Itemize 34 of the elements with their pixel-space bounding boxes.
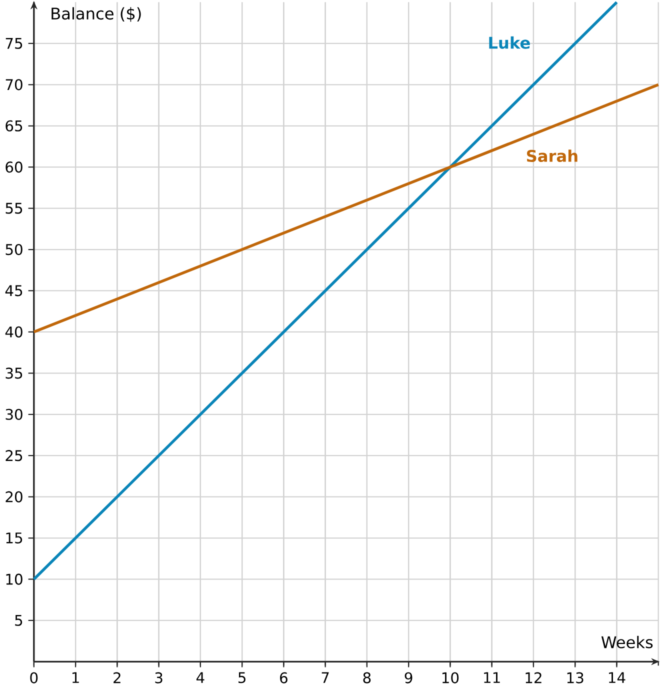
x-axis-title: Weeks xyxy=(602,636,653,648)
x-tick-label: 4 xyxy=(196,672,204,683)
x-tick-label: 9 xyxy=(405,672,412,684)
y-axis-title: Balance ($) xyxy=(52,7,142,22)
y-tick-label: 70 xyxy=(6,79,23,90)
y-tick-label: 75 xyxy=(6,38,22,49)
x-tick-label: 6 xyxy=(280,672,288,684)
y-tick-label: 35 xyxy=(6,368,22,379)
y-tick-label: 50 xyxy=(6,244,23,256)
y-tick-label: 25 xyxy=(6,450,22,462)
y-tick-label: 30 xyxy=(6,408,23,420)
x-tick-label: 1 xyxy=(72,672,80,683)
x-tick-label: 10 xyxy=(442,672,459,684)
x-tick-label: 12 xyxy=(526,672,542,684)
x-tick-label: 11 xyxy=(484,672,500,683)
x-tick-label: 8 xyxy=(363,672,371,684)
x-tick-label: 14 xyxy=(609,672,626,683)
y-tick-label: 60 xyxy=(6,162,23,173)
x-tick-label: 0 xyxy=(30,672,38,684)
y-tick-label: 45 xyxy=(6,285,22,296)
y-tick-label: 55 xyxy=(6,202,22,214)
x-tick-label: 13 xyxy=(568,672,584,684)
x-tick-label: 5 xyxy=(238,672,246,684)
x-tick-label: 3 xyxy=(155,672,162,684)
y-tick-label: 40 xyxy=(6,326,23,338)
y-tick-label: 20 xyxy=(6,491,23,502)
y-tick-label: 5 xyxy=(15,614,22,626)
y-tick-label: 65 xyxy=(6,120,22,132)
x-tick-label: 7 xyxy=(322,672,329,683)
x-tick-label: 2 xyxy=(114,672,121,684)
y-tick-label: 15 xyxy=(6,532,22,544)
series-label: Sarah xyxy=(527,150,578,162)
series-label: Luke xyxy=(489,36,530,49)
y-tick-label: 10 xyxy=(6,574,23,585)
